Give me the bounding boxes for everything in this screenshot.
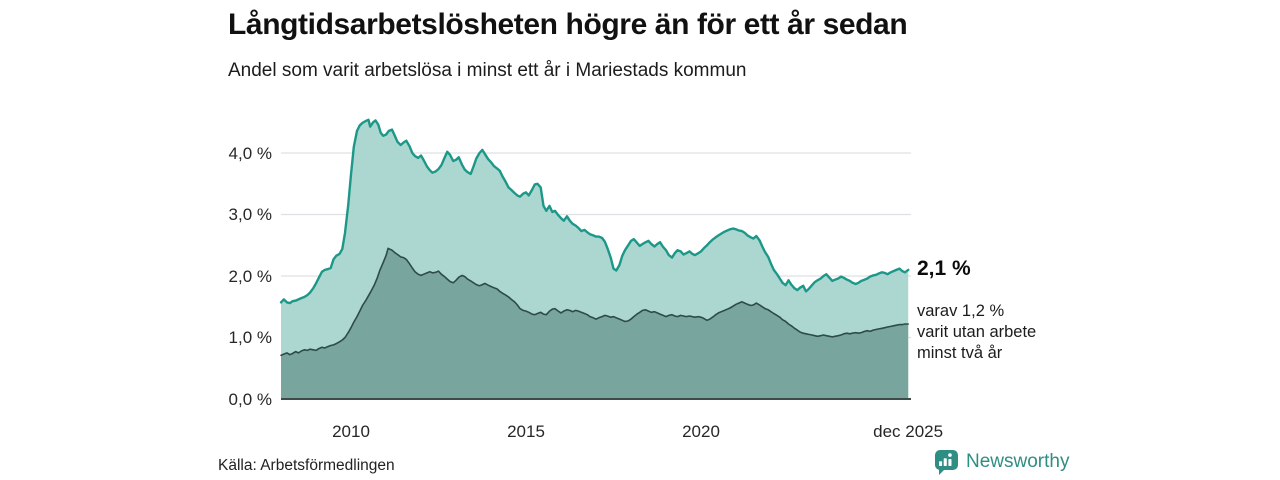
chart-subtitle: Andel som varit arbetslösa i minst ett å… <box>228 60 747 81</box>
x-axis-tick-label: 2015 <box>507 422 545 441</box>
annotation-line: minst två år <box>917 344 1003 362</box>
source-note: Källa: Arbetsförmedlingen <box>218 457 395 474</box>
x-axis-tick-label: 2020 <box>682 422 720 441</box>
x-axis-labels: 2010 2015 2020 dec 2025 <box>0 421 1280 445</box>
chart-title: Långtidsarbetslösheten högre än för ett … <box>228 8 908 41</box>
annotation-line: varit utan arbete <box>917 323 1037 341</box>
x-axis-tick-label: dec 2025 <box>873 422 944 441</box>
y-axis-tick-label: 1,0 % <box>228 328 272 347</box>
y-axis-tick-label: 0,0 % <box>228 389 272 409</box>
x-axis-tick-label: 2010 <box>332 422 370 441</box>
newsworthy-logo-text: Newsworthy <box>966 451 1070 472</box>
annotation-latest-value: 2,1 % <box>917 257 971 280</box>
y-axis-tick-label: 3,0 % <box>228 205 272 224</box>
y-axis-labels: 0,0 % 1,0 % 2,0 % 3,0 % 4,0 % <box>152 0 272 480</box>
y-axis-tick-label: 4,0 % <box>228 143 272 163</box>
y-axis-tick-label: 2,0 % <box>228 266 272 286</box>
newsworthy-speech-bubble-bar-chart-icon <box>935 450 958 475</box>
newsworthy-logo[interactable]: Newsworthy <box>934 449 1069 476</box>
annotation-line: varav 1,2 % <box>917 302 1005 320</box>
annotation-sub-label: varav 1,2 % varit utan arbete minst två år <box>917 301 1036 364</box>
